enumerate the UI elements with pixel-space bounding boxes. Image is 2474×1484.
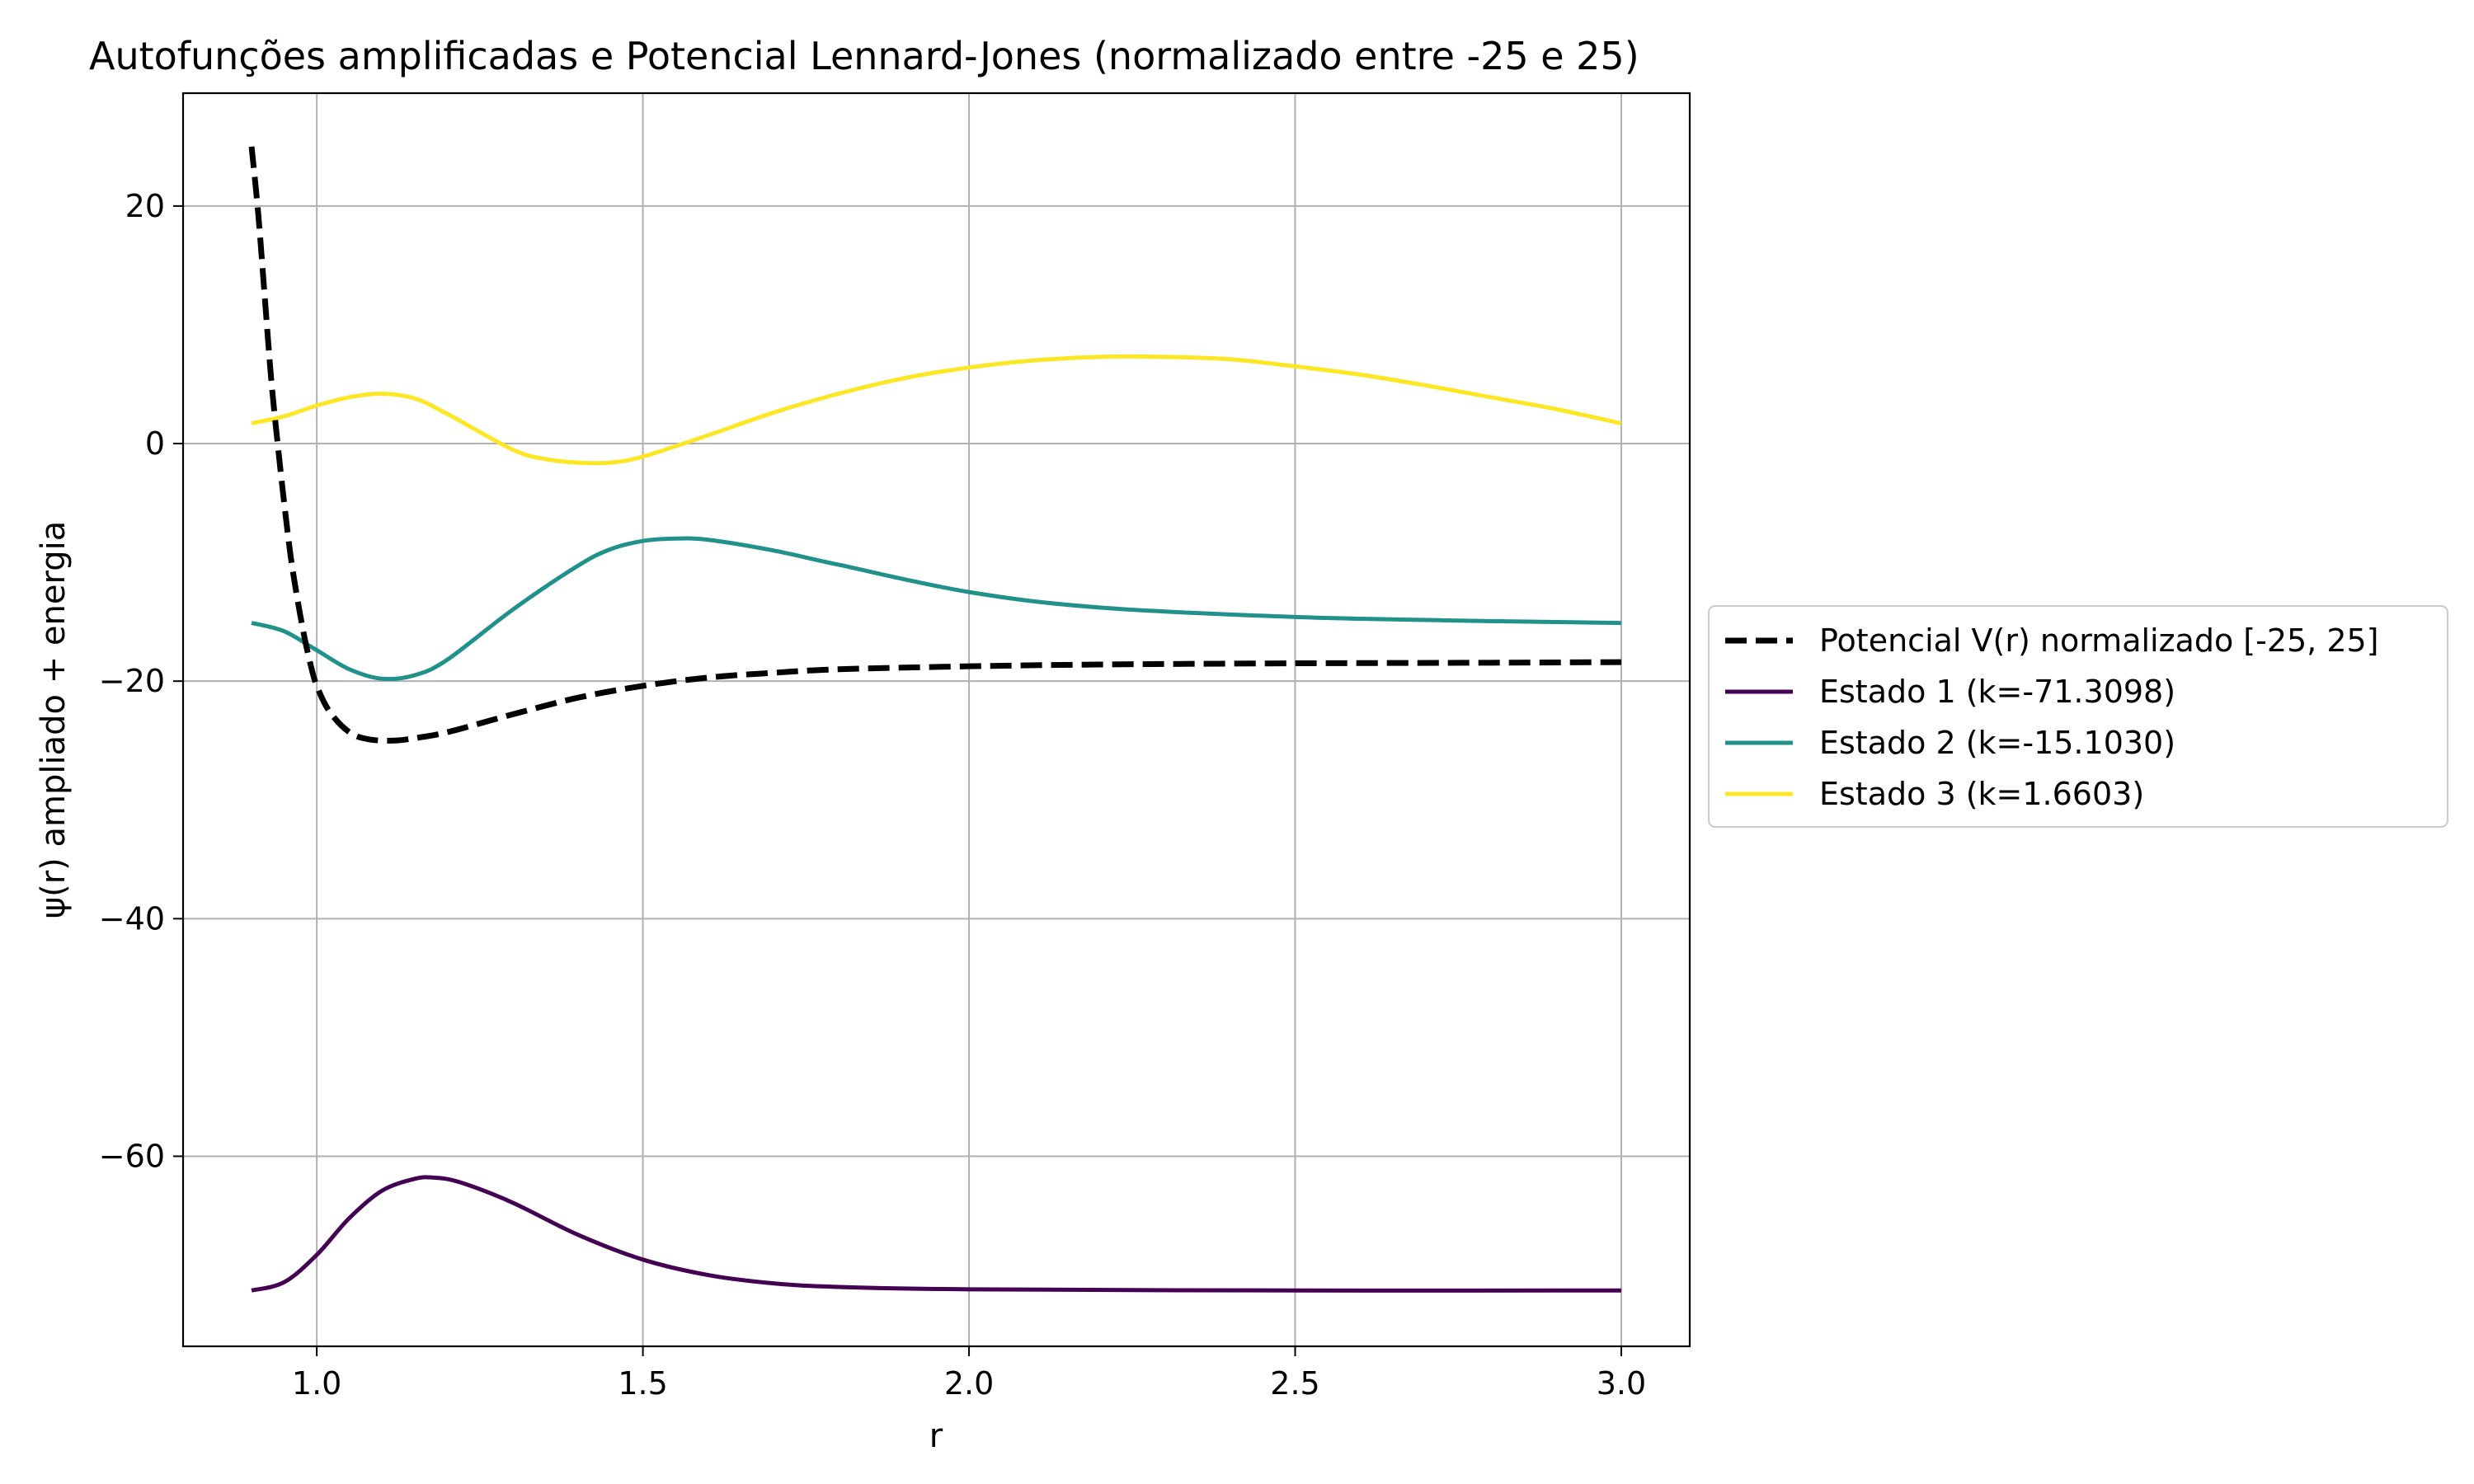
y-tick-label: −20	[99, 663, 165, 699]
y-tick-label: 20	[125, 188, 165, 224]
x-grid	[316, 93, 1622, 1346]
y-grid	[183, 204, 1690, 1158]
series-line-1	[248, 146, 1621, 744]
y-tick-label: −60	[99, 1138, 165, 1174]
y-tick-label: 0	[145, 425, 165, 462]
legend: Potencial V(r) normalizado [-25, 25] Esta…	[1708, 605, 2448, 828]
series-layer	[248, 146, 1622, 1293]
x-axis: 1.0 1.5 2.0 2.5 3.0	[292, 1346, 1646, 1402]
legend-label: Estado 3 (k=1.6603)	[1819, 776, 2144, 812]
legend-label: Estado 1 (k=-71.3098)	[1819, 674, 2175, 710]
chart-title: Autofunções amplificadas e Potencial Len…	[89, 34, 1639, 78]
series-line-3	[251, 536, 1621, 682]
y-tick-label: −40	[99, 900, 165, 937]
x-tick-label: 2.5	[1270, 1365, 1319, 1402]
x-tick-label: 1.5	[618, 1365, 667, 1402]
legend-box	[1708, 605, 2448, 828]
x-tick-label: 3.0	[1597, 1365, 1646, 1402]
y-axis-label: ψ(r) ampliado + energia	[35, 521, 73, 919]
x-tick-label: 1.0	[292, 1365, 341, 1402]
series-line-2	[251, 1175, 1621, 1293]
y-axis: 20 0 −20 −40 −60	[99, 188, 183, 1174]
x-axis-label: r	[929, 1417, 943, 1455]
legend-label: Estado 2 (k=-15.1030)	[1819, 725, 2175, 761]
legend-label: Potencial V(r) normalizado [-25, 25]	[1819, 622, 2379, 659]
x-tick-label: 2.0	[944, 1365, 994, 1402]
series-line-4	[251, 354, 1622, 466]
plot-frame	[181, 92, 1691, 1348]
